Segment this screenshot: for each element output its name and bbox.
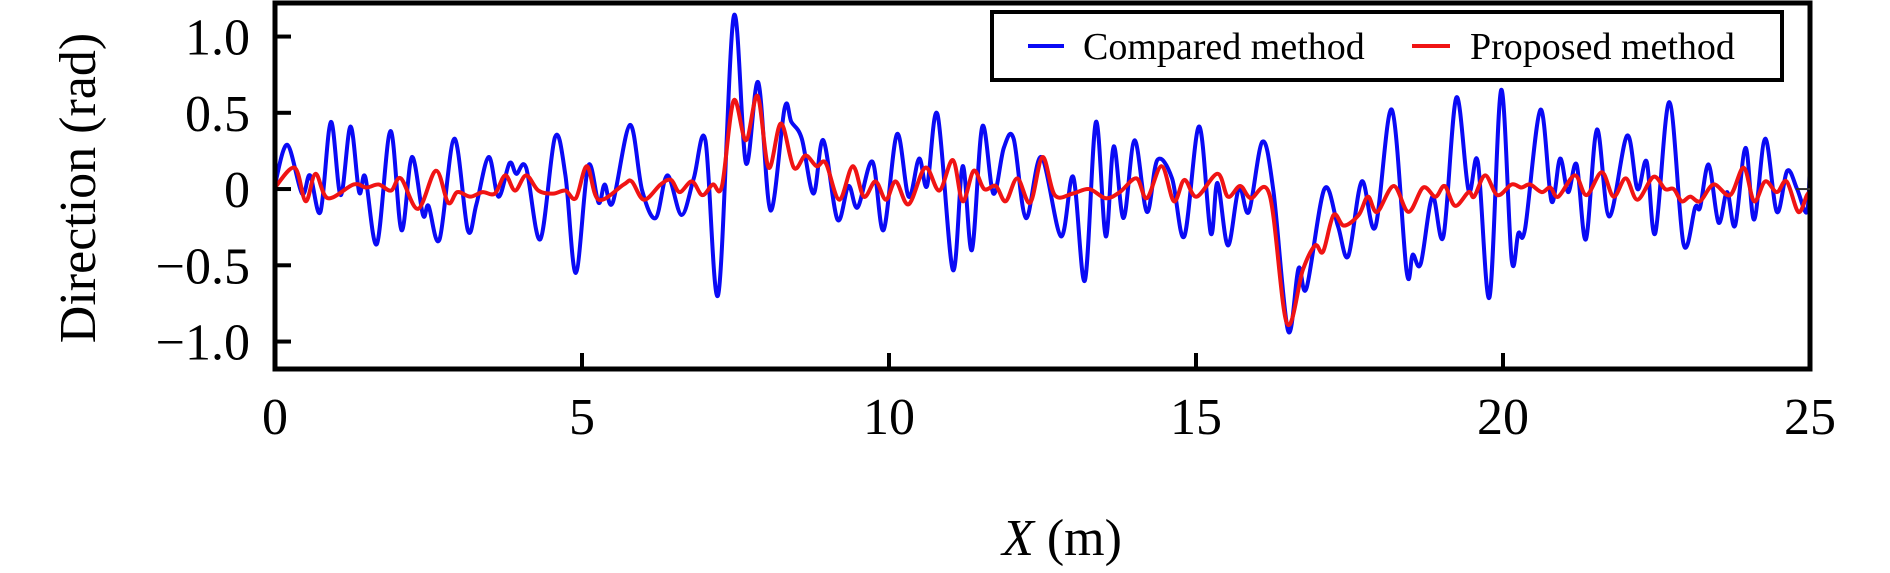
y-axis-label: Direction (rad)	[50, 33, 107, 343]
legend-box	[990, 10, 1784, 82]
series-layer	[275, 12, 1810, 335]
x-axis-label: X (m)	[1000, 510, 1122, 567]
y-tick-label: 1.0	[185, 10, 250, 67]
y-tick-label: −0.5	[156, 238, 250, 295]
series-line-compared-method	[275, 12, 1810, 335]
legend-label-proposed: Proposed method	[1470, 26, 1735, 68]
plot-frame	[272, 0, 1813, 372]
ticks-layer: 1.00.50−0.5−1.00 5 10 15 20 25	[156, 10, 1836, 446]
x-tick-label: 5	[569, 389, 595, 446]
x-axis-label-var: X	[1000, 510, 1036, 567]
series-line-proposed-method	[275, 94, 1810, 328]
legend-label-compared: Compared method	[1083, 26, 1365, 68]
x-tick-label: 10	[863, 389, 915, 446]
x-tick-label: 15	[1170, 389, 1222, 446]
x-tick-label: 25	[1784, 389, 1836, 446]
x-tick-label: 0	[262, 389, 288, 446]
legend: Compared method Proposed method	[990, 10, 1784, 82]
x-axis-label-unit: (m)	[1034, 510, 1122, 567]
y-tick-label: 0	[224, 162, 250, 219]
y-tick-label: 0.5	[185, 86, 250, 143]
y-tick-label: −1.0	[156, 315, 250, 372]
x-tick-label: 20	[1477, 389, 1529, 446]
